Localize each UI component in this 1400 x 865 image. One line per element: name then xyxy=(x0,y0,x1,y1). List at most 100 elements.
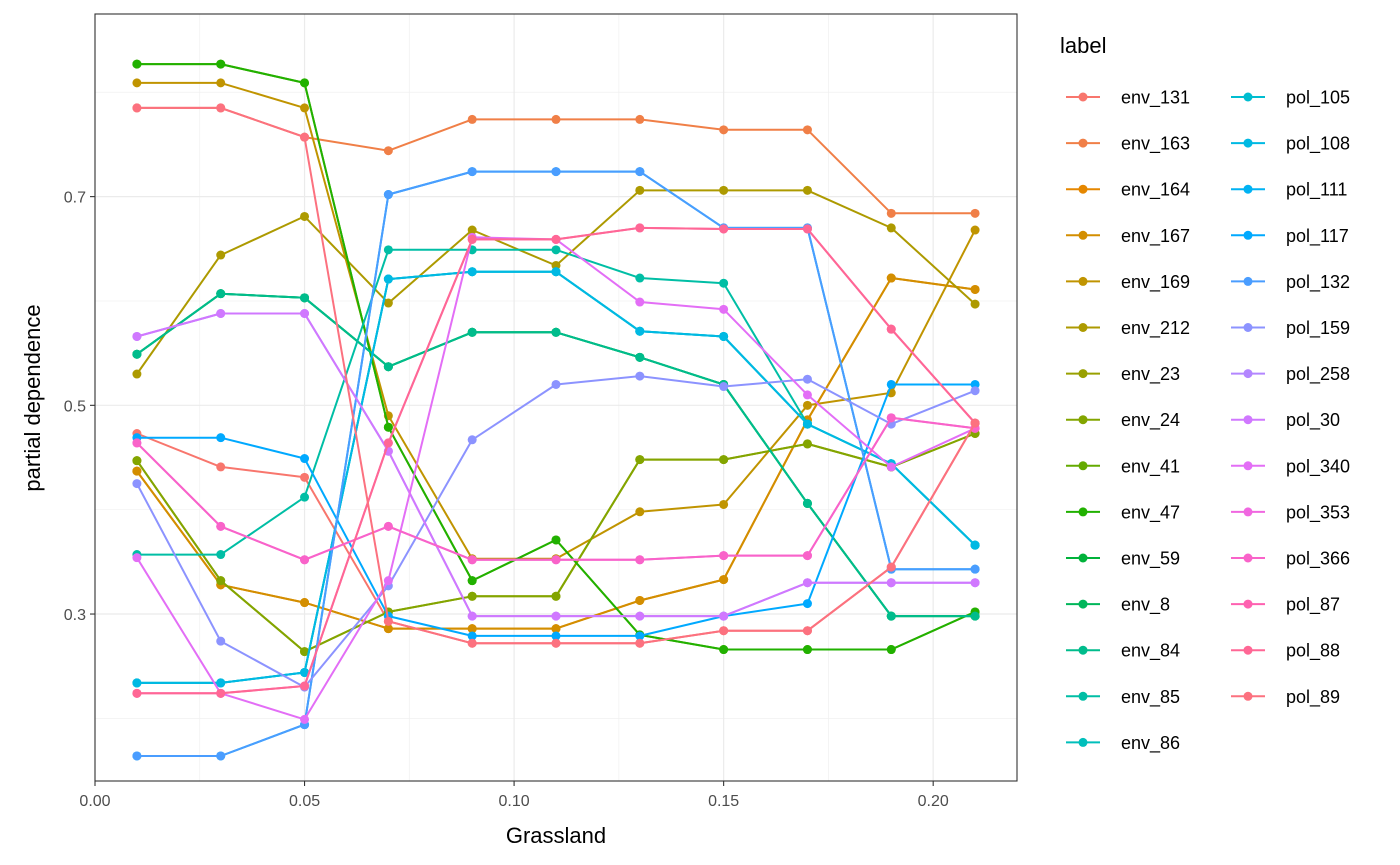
legend-item-pol_353: pol_353 xyxy=(1231,502,1350,523)
data-point xyxy=(635,555,645,565)
data-point xyxy=(216,308,226,318)
legend-item-env_23: env_23 xyxy=(1066,364,1180,385)
legend-title: label xyxy=(1060,33,1106,58)
legend-label: env_23 xyxy=(1121,364,1180,385)
legend-item-env_169: env_169 xyxy=(1066,272,1190,293)
x-tick-label: 0.15 xyxy=(708,793,739,810)
legend-item-env_59: env_59 xyxy=(1066,549,1180,570)
data-point xyxy=(467,267,477,277)
data-point xyxy=(216,688,226,698)
data-point xyxy=(635,595,645,605)
plot-panel-border xyxy=(94,13,1018,782)
legend-label: env_47 xyxy=(1121,502,1180,523)
data-point xyxy=(216,751,226,761)
x-tick-label: 0.10 xyxy=(499,793,530,810)
legend-item-env_86: env_86 xyxy=(1066,733,1180,754)
legend-label: pol_258 xyxy=(1286,364,1350,385)
legend-key-point xyxy=(1078,138,1088,148)
data-point xyxy=(216,289,226,299)
data-point xyxy=(970,386,980,396)
legend-label: env_163 xyxy=(1121,134,1190,155)
legend-label: pol_366 xyxy=(1286,549,1350,570)
data-point xyxy=(551,638,561,648)
data-point xyxy=(886,645,896,655)
data-point xyxy=(383,624,393,634)
x-tick-label: 0.20 xyxy=(918,793,949,810)
legend-key-point xyxy=(1078,507,1088,517)
data-point xyxy=(635,371,645,381)
legend-item-env_164: env_164 xyxy=(1066,180,1190,201)
legend-item-env_84: env_84 xyxy=(1066,641,1180,662)
legend-label: env_59 xyxy=(1121,549,1180,570)
data-point xyxy=(635,223,645,233)
data-point xyxy=(467,611,477,621)
data-point xyxy=(383,146,393,156)
data-point xyxy=(635,631,645,641)
data-point xyxy=(719,304,729,314)
legend-key-point xyxy=(1243,369,1253,379)
data-point xyxy=(802,400,812,410)
legend-key-point xyxy=(1243,461,1253,471)
series-pol_117 xyxy=(132,379,980,641)
legend-key-point xyxy=(1078,276,1088,286)
data-point xyxy=(719,499,729,509)
data-point xyxy=(970,540,980,550)
data-point xyxy=(551,611,561,621)
data-point xyxy=(467,327,477,337)
data-point xyxy=(886,413,896,423)
data-point xyxy=(467,114,477,124)
data-point xyxy=(216,59,226,69)
data-point xyxy=(802,374,812,384)
legend-label: env_212 xyxy=(1121,318,1190,339)
data-point xyxy=(886,562,896,572)
data-point xyxy=(467,624,477,634)
legend-key-point xyxy=(1243,645,1253,655)
data-point xyxy=(802,551,812,561)
series-pol_366 xyxy=(132,413,980,565)
data-point xyxy=(300,472,310,482)
data-point xyxy=(970,225,980,235)
legend-label: pol_159 xyxy=(1286,318,1350,339)
legend-key-point xyxy=(1078,415,1088,425)
data-point xyxy=(886,379,896,389)
y-tick-label: 0.5 xyxy=(64,398,86,415)
data-point xyxy=(300,492,310,502)
data-point xyxy=(719,382,729,392)
y-axis-title: partial dependence xyxy=(20,304,45,491)
legend-item-env_24: env_24 xyxy=(1066,410,1180,431)
data-point xyxy=(802,125,812,135)
data-point xyxy=(802,419,812,429)
data-point xyxy=(886,223,896,233)
legend-label: env_167 xyxy=(1121,226,1190,247)
data-point xyxy=(970,611,980,621)
data-point xyxy=(635,507,645,517)
data-point xyxy=(216,550,226,560)
series-pol_89 xyxy=(132,103,980,648)
legend-item-env_163: env_163 xyxy=(1066,134,1190,155)
data-point xyxy=(719,331,729,341)
data-point xyxy=(216,576,226,586)
data-point xyxy=(132,438,142,448)
data-point xyxy=(300,454,310,464)
data-point xyxy=(886,462,896,472)
data-point xyxy=(383,274,393,284)
x-axis-title: Grassland xyxy=(506,823,606,848)
data-point xyxy=(551,327,561,337)
series-env_24 xyxy=(132,429,980,657)
data-point xyxy=(300,308,310,318)
legend-label: pol_108 xyxy=(1286,134,1350,155)
data-point xyxy=(635,273,645,283)
data-point xyxy=(802,599,812,609)
data-point xyxy=(132,369,142,379)
data-point xyxy=(383,521,393,531)
legend-item-pol_258: pol_258 xyxy=(1231,364,1350,385)
data-point xyxy=(886,324,896,334)
data-point xyxy=(467,631,477,641)
legend: label env_131 env_163 env_164 env_167 env_16… xyxy=(1060,33,1350,754)
data-point xyxy=(383,190,393,200)
legend-item-env_85: env_85 xyxy=(1066,687,1180,708)
data-point xyxy=(300,293,310,303)
data-point xyxy=(383,616,393,626)
legend-key-point xyxy=(1243,276,1253,286)
